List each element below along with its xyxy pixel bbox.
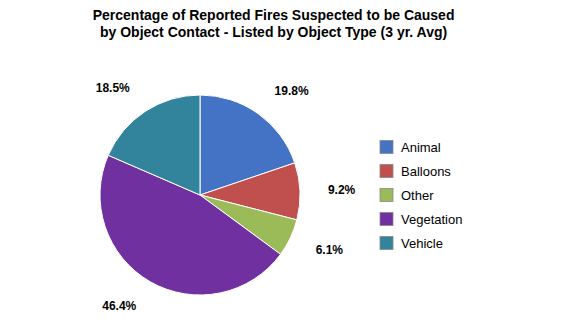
legend-item: Vehicle [380,236,443,251]
legend-item: Animal [380,140,441,155]
title-line: Percentage of Reported Fires Suspected t… [93,7,455,23]
legend-swatch [380,237,393,250]
legend-label: Balloons [401,164,451,179]
legend-swatch [380,141,393,154]
title: Percentage of Reported Fires Suspected t… [93,7,455,40]
legend: Animal Balloons Other Vegetation Vehicle [380,140,462,251]
legend-label: Vehicle [401,236,443,251]
data-label: 18.5% [96,81,130,95]
title-line: by Object Contact - Listed by Object Typ… [100,24,447,40]
data-label: 6.1% [316,243,344,257]
legend-item: Vegetation [380,212,462,227]
data-label: 9.2% [328,183,356,197]
legend-swatch [380,213,393,226]
data-label: 46.4% [102,299,136,313]
pie [100,95,300,295]
legend-label: Vegetation [401,212,462,227]
legend-item: Balloons [380,164,451,179]
pie-slice [108,95,200,195]
data-label: 19.8% [275,84,309,98]
legend-label: Animal [401,140,441,155]
chart: Percentage of Reported Fires Suspected t… [0,0,570,336]
legend-item: Other [380,188,434,203]
data-labels: 19.8% 9.2% 6.1% 46.4% 18.5% [96,81,356,313]
legend-swatch [380,189,393,202]
legend-label: Other [401,188,434,203]
legend-swatch [380,165,393,178]
